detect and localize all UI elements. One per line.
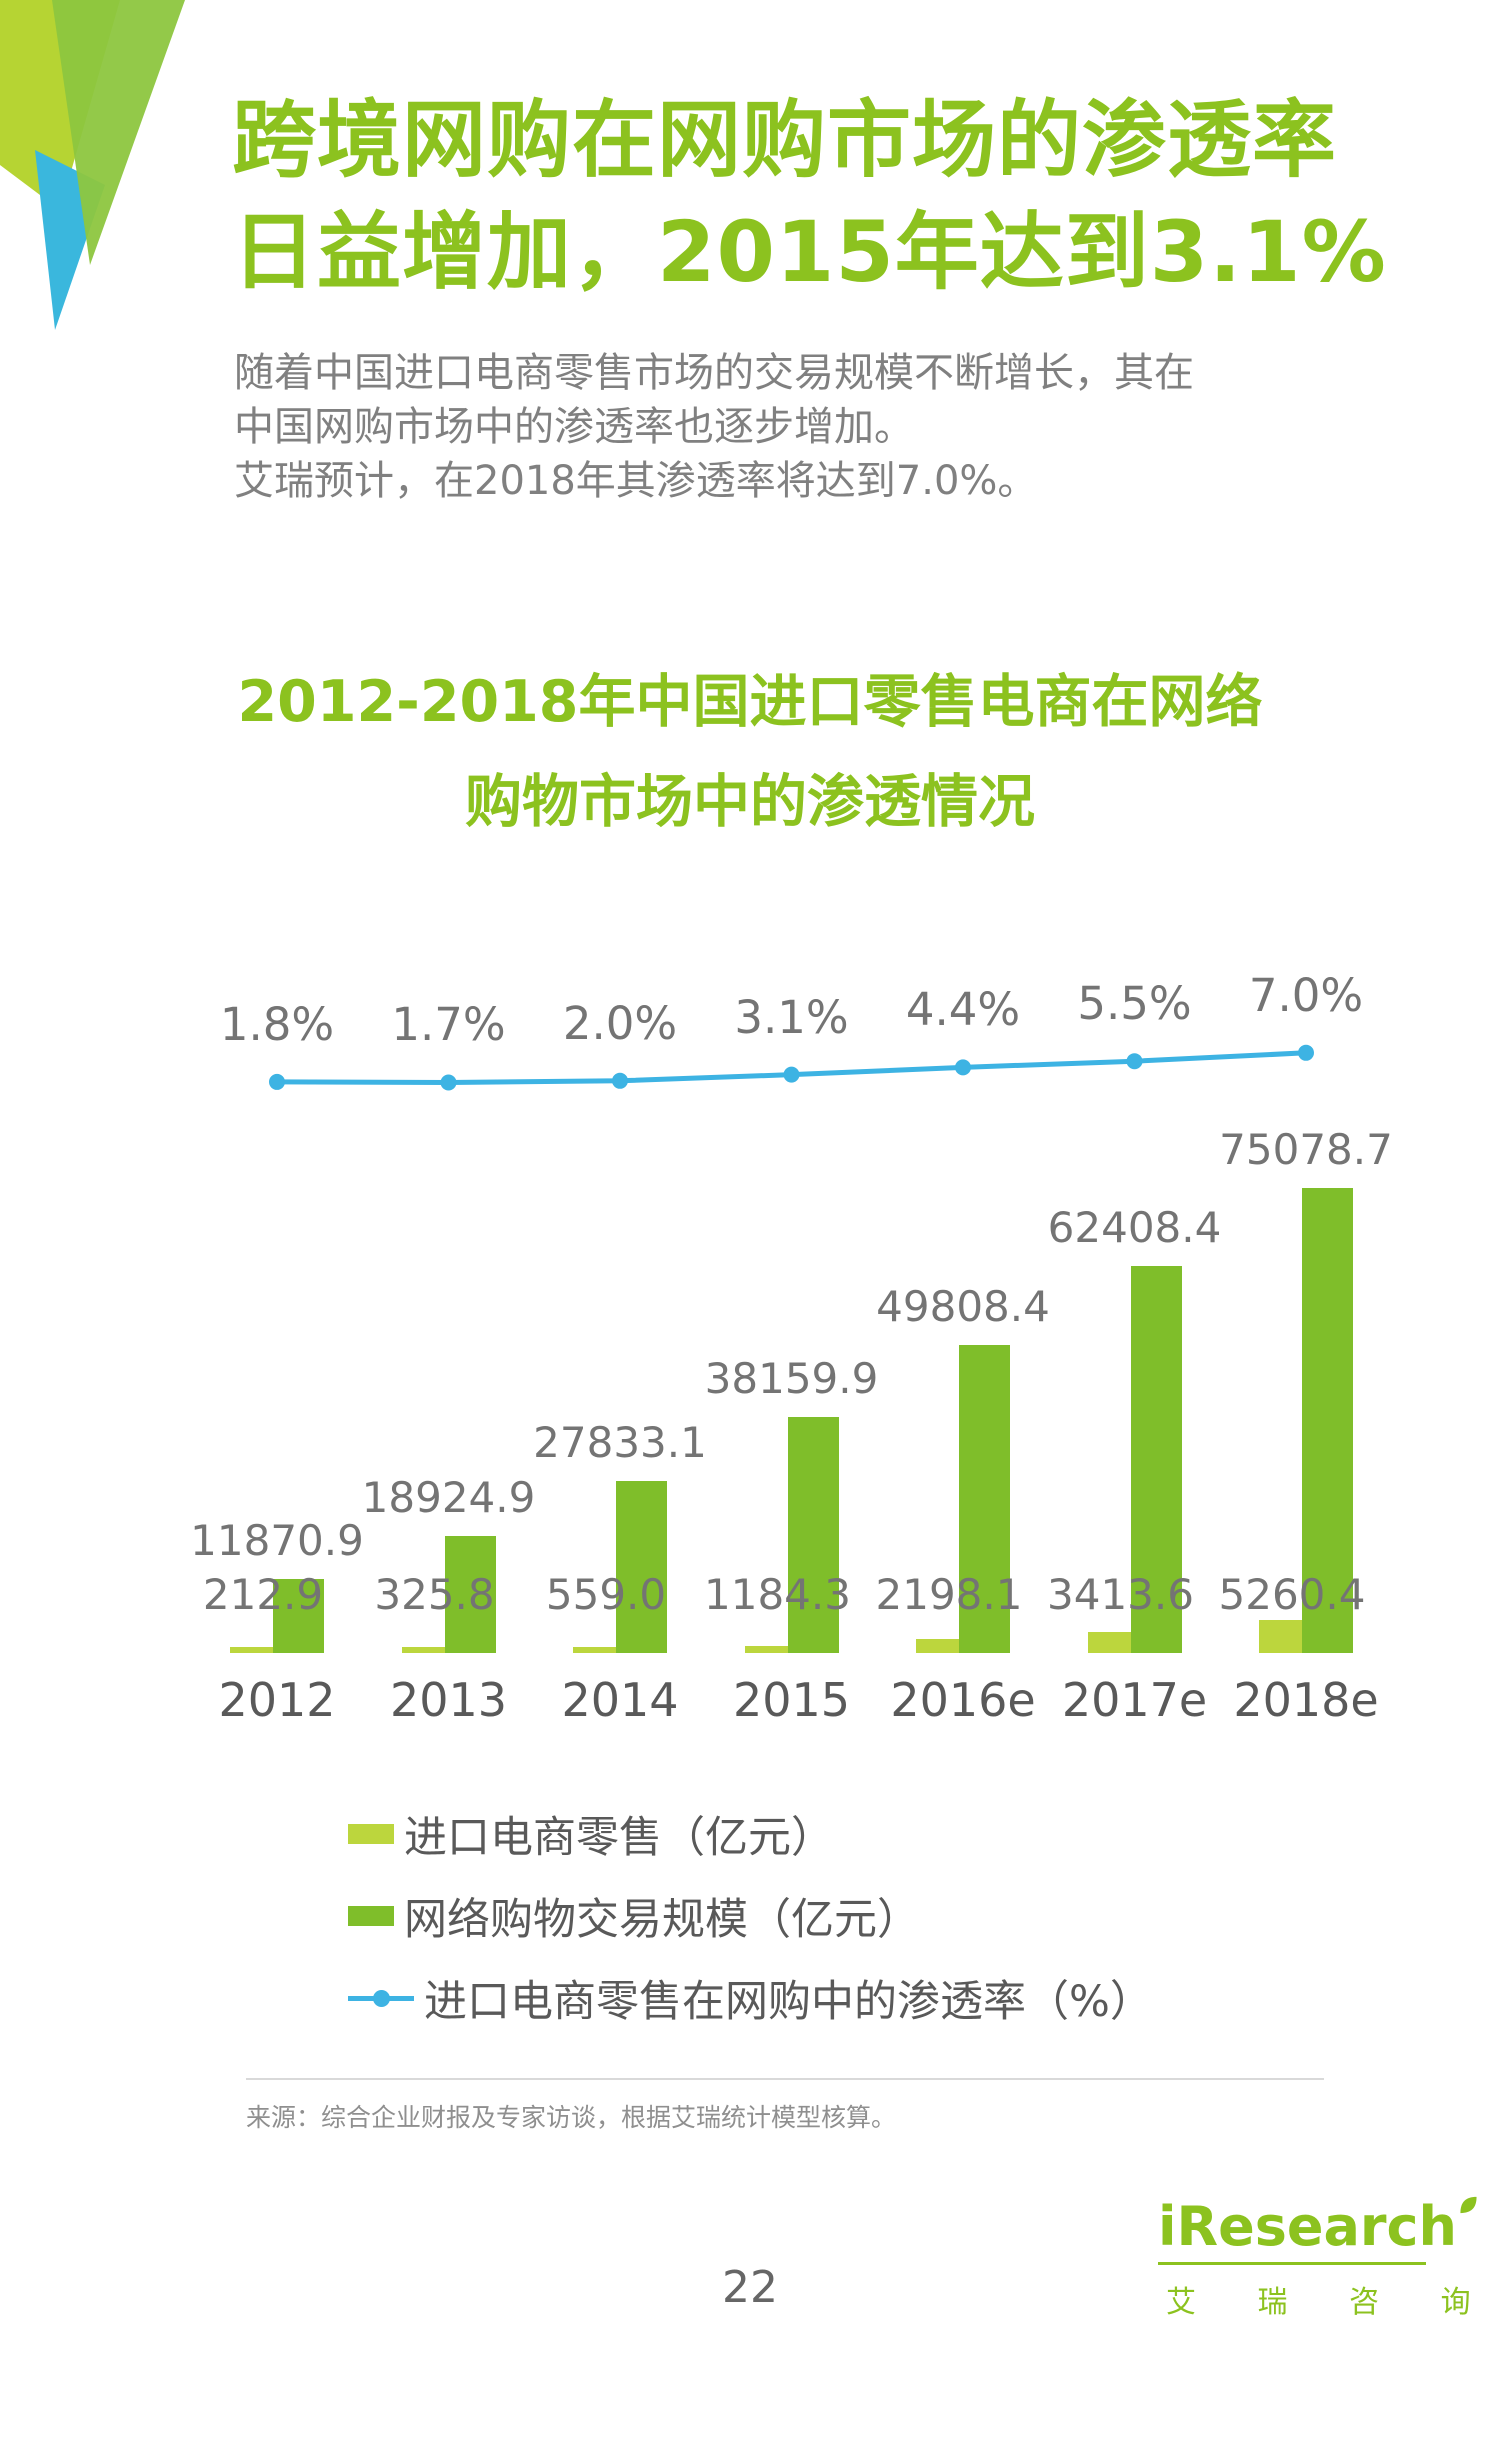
bar-value-import-retail: 1184.3 [704,1570,851,1619]
axis-label-year: 2013 [389,1673,508,1727]
page-title-line-2: 日益增加，2015年达到3.1% [232,203,1387,301]
penetration-rate-label: 1.8% [219,997,335,1051]
legend-item-penetration-rate: 进口电商零售在网购中的渗透率（%） [348,1970,1153,2027]
intro-paragraph: 随着中国进口电商零售市场的交易规模不断增长，其在 中国网购市场中的渗透率也逐步增… [234,346,1194,508]
penetration-rate-label: 2.0% [562,996,678,1050]
bar-import-retail [1087,1631,1131,1653]
chart-title-line-2: 购物市场中的渗透情况 [465,769,1035,835]
bar-value-online-shopping: 11870.9 [190,1516,364,1566]
bar-value-import-retail: 2198.1 [875,1570,1023,1619]
bar-value-online-shopping: 27833.1 [533,1417,707,1467]
bar-import-retail [744,1645,788,1653]
bar-import-retail [916,1639,959,1653]
axis-label-year: 2018e [1233,1673,1379,1727]
intro-line-1: 随着中国进口电商零售市场的交易规模不断增长，其在 [234,350,1194,396]
penetration-rate-label: 1.7% [391,998,506,1052]
legend-item-online-shopping: 网络购物交易规模（亿元） [348,1888,1153,1945]
axis-label-year: 2015 [732,1673,851,1727]
chart-title-line-1: 2012-2018年中国进口零售电商在网络 [237,669,1263,735]
legend-swatch-online-shopping [348,1906,394,1926]
logo-underline [1158,2262,1426,2265]
chart-plot-area: 11870.9 212.9 2012 1.8% 18924.9 325.8 2013 1.7%… [0,950,1500,1730]
line-dot [440,1074,457,1091]
iresearch-logo: iResearch 艾 瑞 咨 询 [1158,2195,1497,2321]
line-dot [783,1066,800,1083]
chart-legend: 进口电商零售（亿元） 网络购物交易规模（亿元） 进口电商零售在网购中的渗透率（%… [348,1806,1153,2052]
line-dot [1298,1044,1314,1061]
intro-line-3: 艾瑞预计，在2018年其渗透率将达到7.0%。 [234,458,1038,504]
bar-online-shopping [444,1535,496,1653]
intro-line-2: 中国网购市场中的渗透率也逐步增加。 [234,404,914,450]
bar-value-online-shopping: 62408.4 [1047,1203,1222,1253]
deco-green-triangle [52,0,185,265]
bar-import-retail [401,1647,445,1653]
penetration-rate-label: 7.0% [1248,968,1364,1022]
bar-value-import-retail: 3413.6 [1047,1570,1194,1619]
line-dot [955,1059,971,1076]
bar-value-import-retail: 5260.4 [1218,1570,1366,1619]
bar-online-shopping [1130,1266,1182,1653]
bar-value-import-retail: 325.8 [374,1570,495,1619]
iresearch-wordmark: iResearch [1158,2195,1458,2258]
bar-online-shopping [1302,1188,1353,1653]
iresearch-chinese-name: 艾 瑞 咨 询 [1166,2285,1497,2320]
penetration-rate-label: 4.4% [905,983,1021,1037]
legend-label-import-retail: 进口电商零售（亿元） [404,1813,834,1863]
source-note: 来源：综合企业财报及专家访谈，根据艾瑞统计模型核算。 [246,2103,897,2132]
corner-decoration [0,0,185,330]
bar-value-import-retail: 559.0 [545,1570,667,1619]
leaf-icon [1460,2196,1477,2214]
line-dot [269,1073,285,1090]
penetration-rate-label: 3.1% [734,990,849,1044]
page-number: 22 [722,2262,778,2313]
penetration-line-series [269,1044,1314,1091]
bar-online-shopping [787,1416,839,1653]
bar-import-retail [573,1647,616,1653]
bar-online-shopping [959,1344,1010,1653]
axis-label-year: 2012 [218,1673,336,1727]
legend-label-penetration-rate: 进口电商零售在网购中的渗透率（%） [424,1977,1153,2027]
legend-dot-marker [373,1989,390,2007]
legend-item-import-retail: 进口电商零售（亿元） [348,1806,1153,1863]
axis-label-year: 2014 [561,1673,679,1727]
bar-import-retail [1259,1620,1302,1653]
bar-value-import-retail: 212.9 [202,1570,324,1619]
bar-value-online-shopping: 18924.9 [361,1472,536,1522]
footer-divider [246,2078,1324,2080]
penetration-rate-label: 5.5% [1077,977,1192,1031]
bar-value-online-shopping: 49808.4 [876,1281,1050,1331]
chart-title: 2012-2018年中国进口零售电商在网络 购物市场中的渗透情况 [0,652,1500,852]
line-dot [1126,1053,1143,1070]
bar-import-retail [230,1647,273,1653]
axis-label-year: 2016e [890,1673,1036,1727]
bar-online-shopping [616,1480,667,1653]
bar-value-online-shopping: 75078.7 [1219,1125,1393,1174]
legend-label-online-shopping: 网络购物交易规模（亿元） [404,1895,920,1945]
legend-swatch-import-retail [348,1824,394,1844]
line-dot [612,1072,628,1089]
page-title: 跨境网购在网购市场的渗透率 日益增加，2015年达到3.1% [232,84,1387,308]
axis-label-year: 2017e [1061,1673,1208,1727]
bar-online-shopping [273,1579,324,1653]
legend-line-marker [348,1989,414,2007]
logo-wordmark-row: iResearch [1158,2195,1478,2258]
bar-value-online-shopping: 38159.9 [704,1353,879,1403]
page-title-line-1: 跨境网购在网购市场的渗透率 [232,91,1338,189]
